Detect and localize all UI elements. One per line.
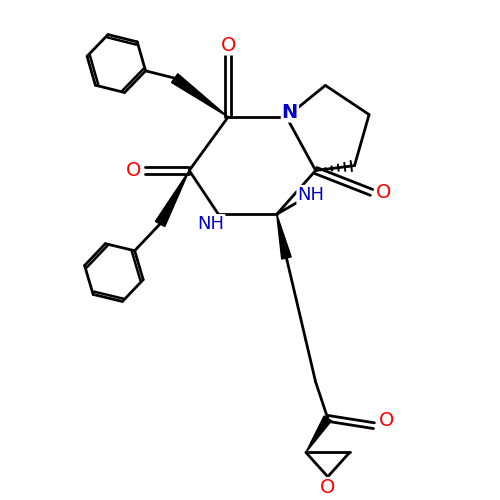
Text: N: N (282, 102, 298, 122)
Text: O: O (376, 183, 392, 202)
Polygon shape (306, 416, 332, 453)
Polygon shape (276, 214, 291, 259)
Text: O: O (126, 161, 141, 180)
Text: O: O (220, 36, 236, 54)
Text: O: O (378, 412, 394, 430)
Polygon shape (172, 74, 228, 117)
Text: NH: NH (298, 186, 324, 204)
Text: NH: NH (198, 215, 224, 233)
Text: O: O (320, 478, 336, 497)
Polygon shape (156, 170, 189, 226)
